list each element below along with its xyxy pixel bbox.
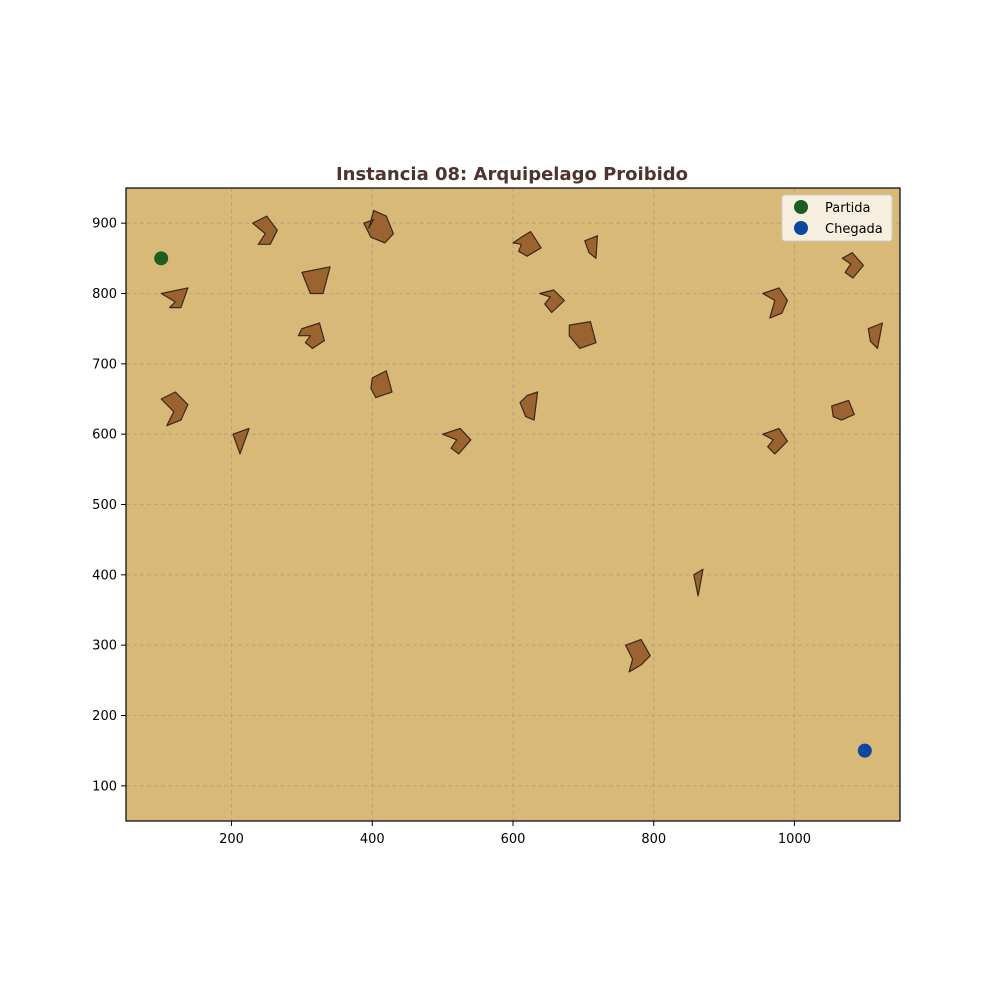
legend-label-start: Partida <box>825 201 871 216</box>
legend-label-end: Chegada <box>825 222 883 237</box>
y-tick-label-400: 400 <box>92 568 117 583</box>
island-obstacle-9 <box>568 321 597 349</box>
x-tick-label-1000: 1000 <box>778 832 811 847</box>
island-obstacle-14 <box>232 427 250 455</box>
island-obstacle-20 <box>762 427 789 455</box>
x-tick-label-800: 800 <box>641 832 666 847</box>
island-obstacle-18 <box>841 252 865 279</box>
axis-ticks: 200 400 600 800 1000 100 200 300 400 500 600 700 800… <box>92 217 811 847</box>
y-tick-label-700: 700 <box>92 357 117 372</box>
island-obstacle-16 <box>693 568 704 597</box>
island-obstacle-8 <box>539 289 566 314</box>
y-tick-label-900: 900 <box>92 217 117 232</box>
point-chegada <box>857 743 872 758</box>
island-obstacle-5 <box>297 322 325 349</box>
x-tick-label-200: 200 <box>219 832 244 847</box>
island-obstacle-10 <box>519 391 539 421</box>
point-partida <box>154 251 169 266</box>
island-obstacle-2 <box>363 209 394 244</box>
island-obstacle-1 <box>252 215 278 245</box>
island-obstacle-17 <box>762 287 789 319</box>
legend-marker-start <box>794 200 808 214</box>
island-obstacle-6 <box>512 231 542 257</box>
island-obstacle-21 <box>831 399 855 421</box>
y-tick-label-500: 500 <box>92 498 117 513</box>
islands <box>160 209 884 673</box>
legend-box <box>781 194 893 242</box>
island-obstacle-4 <box>160 287 189 309</box>
island-obstacle-7 <box>584 235 599 259</box>
points <box>154 251 872 758</box>
chart-title: Instancia 08: Arquipelago Proibido <box>336 164 688 185</box>
legend: Partida Chegada <box>781 194 893 242</box>
island-obstacle-11 <box>370 370 393 399</box>
y-tick-label-300: 300 <box>92 639 117 654</box>
grid <box>126 188 900 821</box>
y-tick-label-200: 200 <box>92 709 117 724</box>
island-obstacle-15 <box>624 638 651 673</box>
legend-marker-end <box>794 221 808 235</box>
x-tick-label-400: 400 <box>360 832 385 847</box>
y-tick-label-100: 100 <box>92 779 117 794</box>
island-obstacle-12 <box>442 427 472 455</box>
y-tick-label-800: 800 <box>92 287 117 302</box>
x-tick-label-600: 600 <box>501 832 526 847</box>
island-obstacle-13 <box>160 391 189 427</box>
y-tick-label-600: 600 <box>92 428 117 443</box>
island-obstacle-19 <box>867 322 884 349</box>
island-obstacle-3 <box>301 266 331 295</box>
